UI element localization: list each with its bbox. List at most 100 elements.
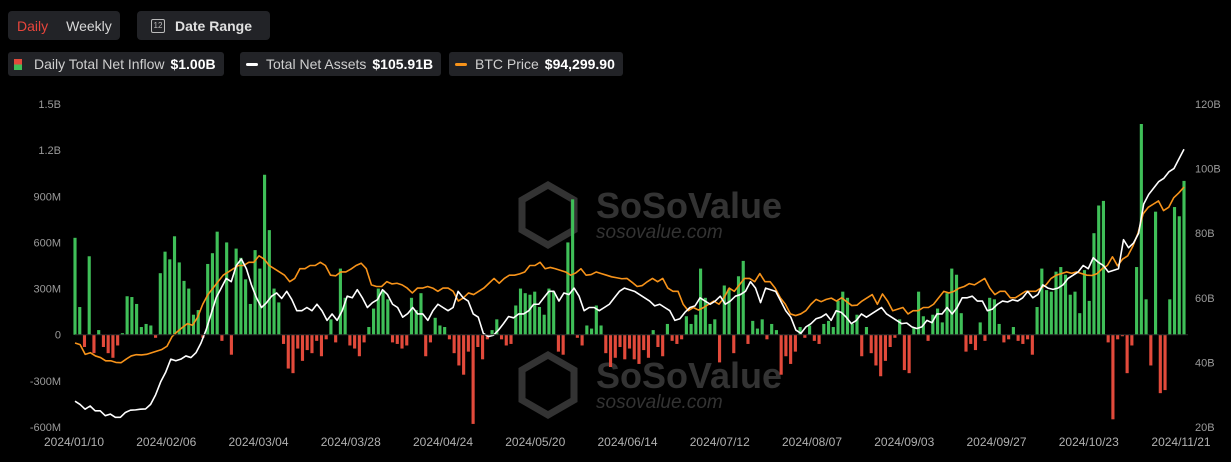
- inflow-bar[interactable]: [172, 236, 177, 335]
- inflow-bar[interactable]: [163, 251, 167, 335]
- inflow-bar[interactable]: [281, 334, 286, 344]
- inflow-bar[interactable]: [850, 323, 854, 335]
- inflow-bar[interactable]: [1049, 291, 1053, 335]
- inflow-bar[interactable]: [206, 263, 210, 335]
- inflow-bar[interactable]: [931, 314, 935, 335]
- inflow-bar[interactable]: [817, 334, 821, 344]
- legend-inflow[interactable]: Daily Total Net Inflow $1.00B: [8, 52, 224, 76]
- inflow-bar[interactable]: [244, 279, 248, 335]
- inflow-bar[interactable]: [433, 317, 437, 335]
- inflow-bar[interactable]: [135, 303, 139, 335]
- inflow-bar[interactable]: [196, 310, 200, 335]
- inflow-bar[interactable]: [902, 334, 906, 371]
- inflow-bar[interactable]: [182, 280, 186, 335]
- inflow-bar[interactable]: [689, 323, 693, 335]
- inflow-bar[interactable]: [528, 294, 532, 335]
- inflow-bar[interactable]: [1120, 334, 1124, 337]
- inflow-bar[interactable]: [694, 314, 698, 335]
- legend-btc[interactable]: BTC Price $94,299.90: [449, 52, 623, 76]
- inflow-bar[interactable]: [291, 334, 295, 374]
- inflow-bar[interactable]: [149, 325, 153, 335]
- inflow-bar[interactable]: [428, 334, 433, 343]
- inflow-bar[interactable]: [187, 288, 191, 335]
- inflow-bar[interactable]: [1149, 334, 1153, 366]
- inflow-bar[interactable]: [599, 325, 603, 335]
- inflow-bar[interactable]: [751, 320, 755, 335]
- inflow-bar[interactable]: [1130, 334, 1134, 346]
- inflow-bar[interactable]: [409, 297, 414, 335]
- inflow-bar[interactable]: [1097, 205, 1101, 335]
- inflow-bar[interactable]: [518, 288, 523, 335]
- inflow-bar[interactable]: [665, 323, 669, 335]
- inflow-bar[interactable]: [343, 297, 347, 335]
- inflow-bar[interactable]: [120, 333, 124, 335]
- inflow-bar[interactable]: [1158, 334, 1162, 394]
- inflow-bar[interactable]: [481, 334, 485, 360]
- inflow-bar[interactable]: [485, 334, 489, 340]
- inflow-bar[interactable]: [1035, 307, 1039, 335]
- inflow-bar[interactable]: [405, 334, 409, 346]
- inflow-bar[interactable]: [1182, 180, 1186, 335]
- inflow-bar[interactable]: [1092, 233, 1096, 335]
- inflow-bar[interactable]: [1059, 267, 1063, 335]
- inflow-bar[interactable]: [637, 334, 641, 364]
- inflow-bar[interactable]: [248, 303, 252, 335]
- inflow-bar[interactable]: [471, 334, 475, 424]
- inflow-bar[interactable]: [651, 330, 655, 335]
- inflow-bar[interactable]: [125, 296, 129, 335]
- inflow-bar[interactable]: [438, 325, 442, 335]
- inflow-bar[interactable]: [926, 334, 930, 341]
- inflow-bar[interactable]: [1040, 268, 1044, 335]
- inflow-bar[interactable]: [1106, 334, 1110, 343]
- inflow-bar[interactable]: [950, 268, 954, 335]
- inflow-bar[interactable]: [855, 314, 859, 335]
- inflow-bar[interactable]: [627, 334, 632, 349]
- inflow-bar[interactable]: [935, 308, 940, 335]
- inflow-bar[interactable]: [746, 334, 750, 344]
- inflow-bar[interactable]: [334, 334, 338, 343]
- inflow-bar[interactable]: [883, 334, 887, 361]
- inflow-bar[interactable]: [717, 334, 722, 363]
- inflow-bar[interactable]: [836, 300, 840, 335]
- inflow-bar[interactable]: [1021, 334, 1025, 344]
- inflow-bar[interactable]: [234, 248, 238, 335]
- inflow-bar[interactable]: [338, 268, 342, 335]
- inflow-bar[interactable]: [1011, 327, 1015, 335]
- inflow-bar[interactable]: [670, 334, 674, 341]
- inflow-bar[interactable]: [537, 307, 542, 335]
- inflow-bar[interactable]: [315, 334, 319, 341]
- inflow-bar[interactable]: [736, 276, 741, 335]
- inflow-bar[interactable]: [1111, 334, 1115, 420]
- inflow-bar[interactable]: [168, 259, 172, 335]
- inflow-bar[interactable]: [713, 319, 717, 335]
- inflow-bar[interactable]: [722, 285, 726, 335]
- inflow-bar[interactable]: [798, 327, 802, 335]
- inflow-bar[interactable]: [1163, 334, 1167, 391]
- inflow-bar[interactable]: [1087, 300, 1091, 335]
- inflow-bar[interactable]: [144, 323, 148, 335]
- inflow-bar[interactable]: [803, 334, 807, 338]
- legend-assets[interactable]: Total Net Assets $105.91B: [240, 52, 442, 76]
- inflow-bar[interactable]: [390, 334, 395, 343]
- inflow-bar[interactable]: [969, 334, 973, 344]
- inflow-bar[interactable]: [476, 334, 480, 348]
- inflow-bar[interactable]: [940, 322, 944, 335]
- inflow-bar[interactable]: [514, 305, 518, 335]
- inflow-bar[interactable]: [210, 253, 215, 335]
- inflow-bar[interactable]: [608, 334, 613, 368]
- inflow-bar[interactable]: [466, 334, 470, 352]
- inflow-bar[interactable]: [1045, 290, 1049, 335]
- inflow-bar[interactable]: [82, 334, 87, 348]
- inflow-bar[interactable]: [286, 334, 290, 369]
- inflow-bar[interactable]: [793, 334, 797, 352]
- inflow-bar[interactable]: [1063, 274, 1068, 335]
- inflow-bar[interactable]: [618, 334, 622, 348]
- inflow-bar[interactable]: [770, 323, 774, 335]
- inflow-bar[interactable]: [808, 325, 812, 335]
- inflow-bar[interactable]: [869, 334, 873, 354]
- inflow-bar[interactable]: [495, 319, 499, 335]
- inflow-bar[interactable]: [613, 334, 617, 358]
- inflow-bar[interactable]: [277, 302, 281, 335]
- inflow-bar[interactable]: [845, 297, 850, 335]
